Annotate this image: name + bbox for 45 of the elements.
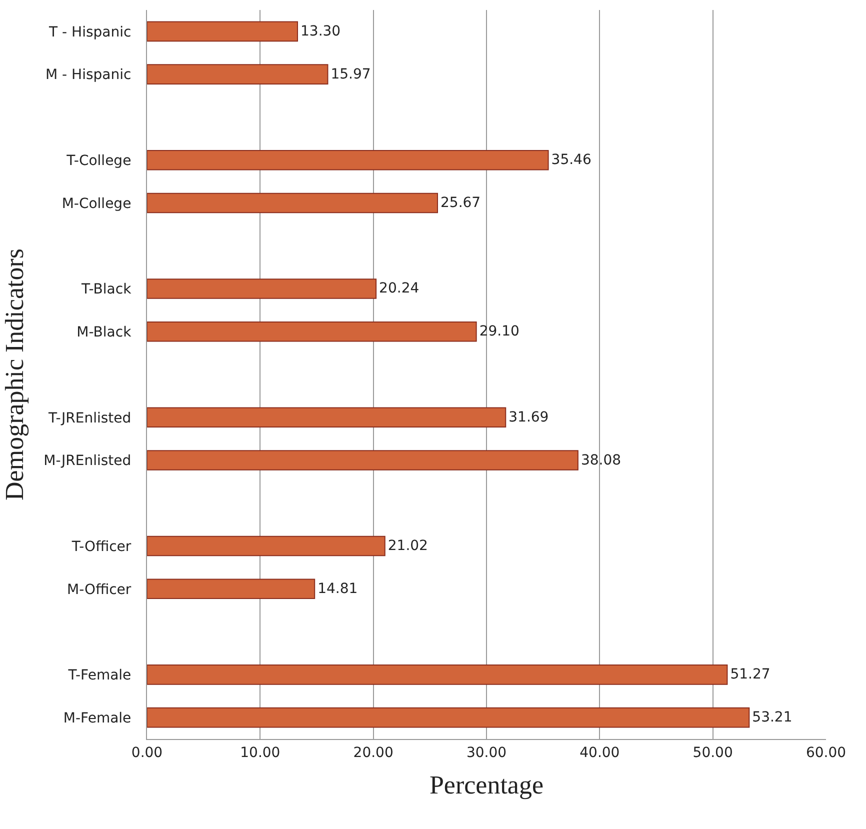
y-tick-label: M-College: [62, 196, 132, 212]
y-tick-label: T-College: [66, 152, 132, 169]
data-label: 25.67: [440, 194, 481, 211]
x-tick-label: 50.00: [692, 744, 733, 761]
y-tick-label: T-Female: [67, 668, 132, 684]
data-label: 35.46: [551, 152, 592, 168]
x-tick-label: 30.00: [466, 744, 507, 761]
bar: [147, 578, 316, 600]
data-label: 38.08: [580, 452, 622, 468]
data-label: 21.02: [388, 538, 428, 554]
x-axis-title: Percentage: [429, 770, 544, 800]
data-label: 51.27: [730, 666, 770, 683]
y-axis-title: Demographic Indicators: [0, 248, 29, 500]
bar: [147, 150, 549, 170]
y-tick-label: M-Female: [63, 710, 132, 726]
x-tick-label: 20.00: [353, 744, 394, 761]
bar: [147, 664, 728, 685]
y-tick-label: M-Black: [76, 324, 132, 341]
bar: [147, 278, 377, 299]
bar: [147, 21, 298, 42]
bar: [147, 192, 438, 214]
y-tick-label: T - Hispanic: [48, 24, 132, 40]
bar: [147, 64, 328, 84]
x-tick-label: 0.00: [131, 744, 163, 761]
data-label: 13.30: [300, 23, 341, 40]
bar: [147, 450, 578, 470]
data-label: 14.81: [318, 580, 358, 597]
y-tick-label: T-JREnlisted: [47, 410, 132, 426]
x-tick-label: 60.00: [806, 744, 846, 761]
y-tick-label: T-Officer: [70, 538, 132, 555]
y-tick-label: M-JREnlisted: [44, 453, 132, 470]
data-label: 20.24: [379, 280, 420, 297]
data-label: 31.69: [508, 409, 549, 426]
y-tick-label: M - Hispanic: [46, 67, 132, 84]
x-tick-label: 10.00: [240, 744, 280, 761]
bar: [147, 707, 750, 728]
data-label: 29.10: [479, 324, 520, 340]
bar: [147, 407, 506, 428]
x-tick-label: 40.00: [580, 744, 620, 761]
bar: [147, 321, 477, 342]
bar: [147, 536, 386, 556]
data-label: 15.97: [330, 66, 371, 82]
data-label: 53.21: [752, 710, 792, 726]
y-tick-label: T-Black: [80, 282, 132, 298]
y-tick-label: M-Officer: [67, 582, 132, 598]
